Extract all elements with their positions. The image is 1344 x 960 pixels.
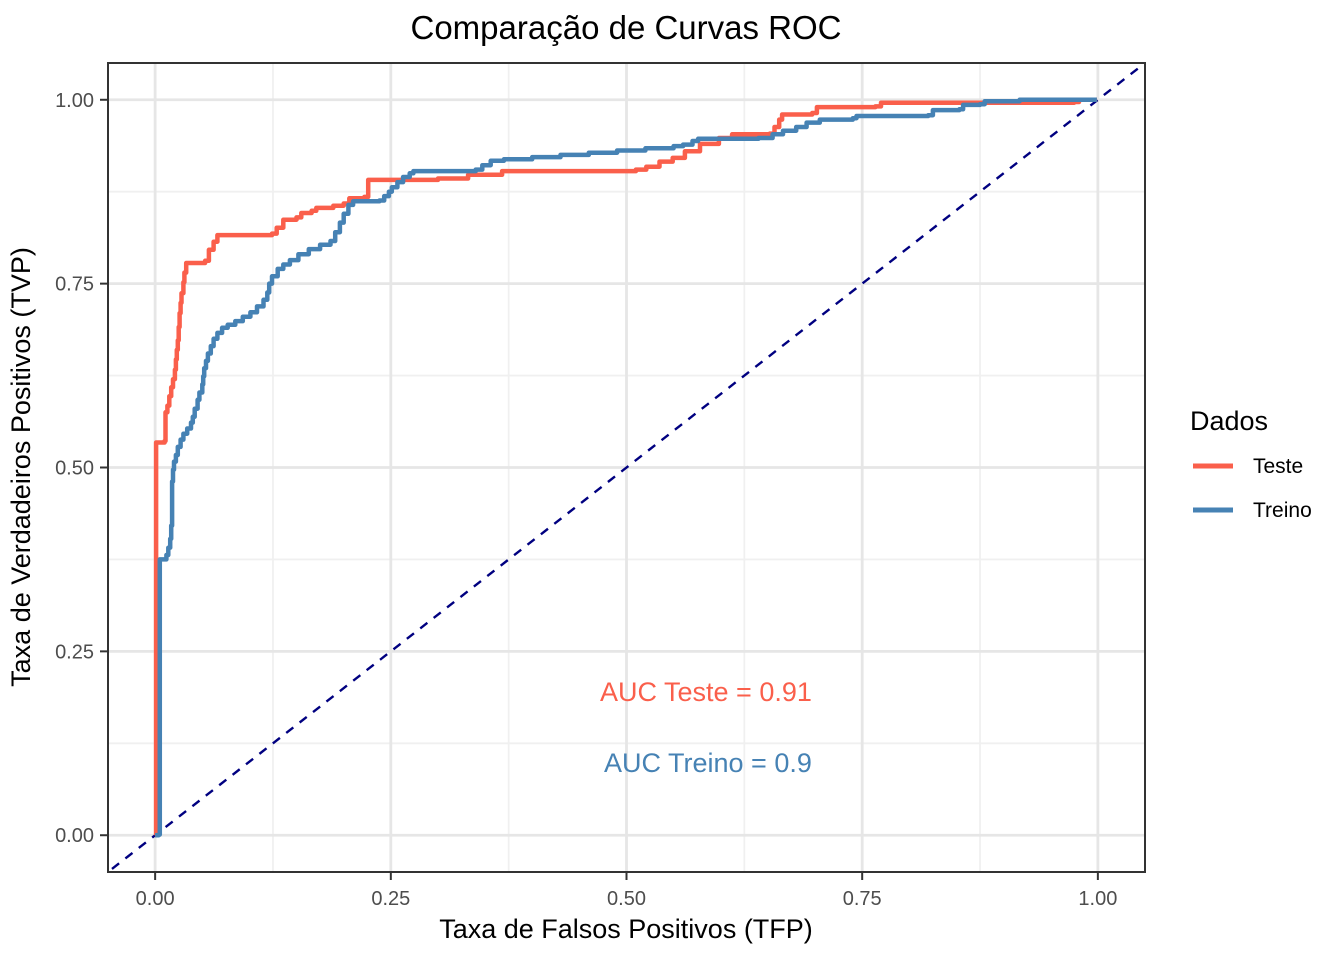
y-tick-label: 0.00: [55, 825, 94, 847]
legend-label-teste: Teste: [1253, 455, 1303, 478]
y-tick-label: 1.00: [55, 90, 94, 112]
y-tick-label: 0.50: [55, 458, 94, 480]
roc-curve-treino: [155, 97, 1097, 838]
axis-ticks-group: [100, 98, 1099, 880]
y-tick-label: 0.75: [55, 274, 94, 296]
diagonal-reference-group: [108, 63, 1145, 872]
y-axis-title: Taxa de Verdadeiros Positivos (TVP): [6, 247, 36, 687]
axis-tick-labels-group: 0.00 0.25 0.50 0.75 1.00 0.00 0.25 0.50 0.75 1.00: [55, 90, 1117, 910]
roc-curves-group: [153, 97, 1097, 838]
x-tick-label: 0.75: [843, 888, 882, 910]
chart-title: Comparação de Curvas ROC: [411, 9, 842, 46]
x-tick-label: 0.00: [136, 888, 175, 910]
auc-teste-annotation: AUC Teste = 0.91: [600, 677, 812, 707]
x-tick-label: 1.00: [1078, 888, 1117, 910]
legend-label-treino: Treino: [1253, 499, 1312, 522]
legend: Dados Teste Treino: [1190, 406, 1312, 522]
y-tick-label: 0.25: [55, 641, 94, 663]
legend-title: Dados: [1190, 406, 1268, 436]
x-axis-title: Taxa de Falsos Positivos (TFP): [439, 914, 813, 944]
x-tick-label: 0.50: [607, 888, 646, 910]
auc-treino-annotation: AUC Treino = 0.9: [604, 748, 812, 778]
x-tick-label: 0.25: [371, 888, 410, 910]
diagonal-reference-line: [108, 63, 1145, 872]
